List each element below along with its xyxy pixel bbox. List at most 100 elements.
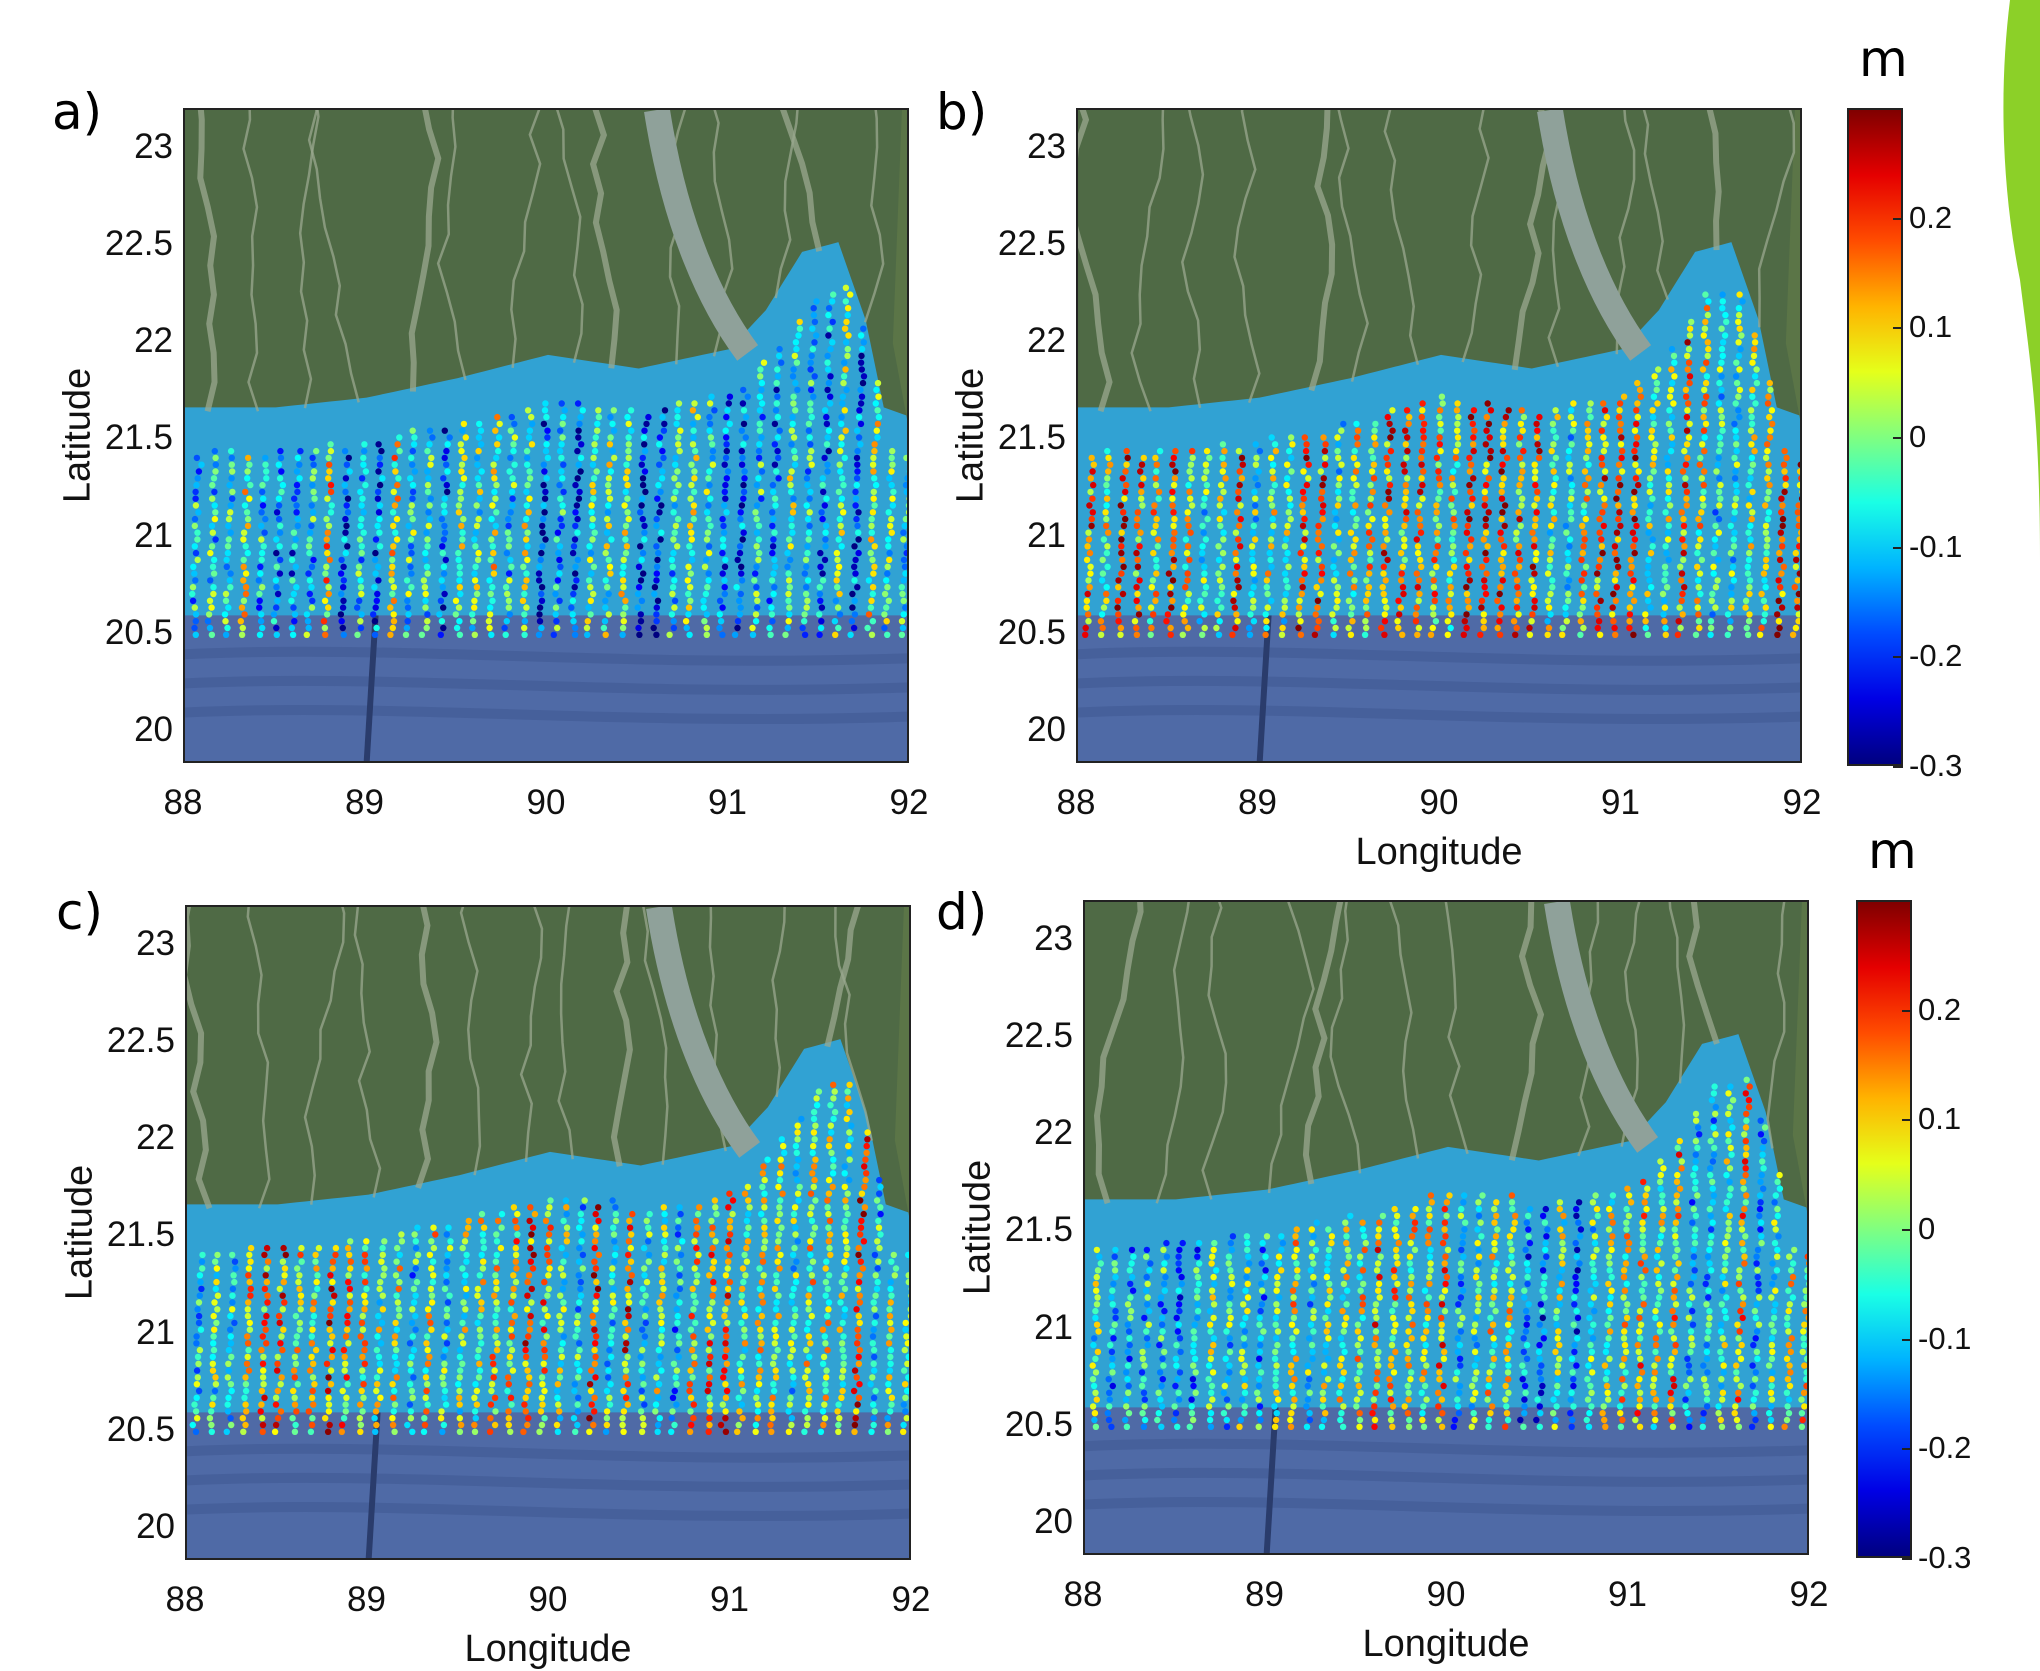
altimetry-point xyxy=(760,359,768,366)
altimetry-point xyxy=(1204,515,1211,523)
altimetry-point xyxy=(789,1367,796,1374)
altimetry-point xyxy=(761,1224,768,1231)
altimetry-point xyxy=(1207,1423,1215,1430)
altimetry-point xyxy=(624,1401,631,1408)
altimetry-point xyxy=(1762,556,1770,564)
altimetry-point xyxy=(1147,631,1154,638)
altimetry-point xyxy=(513,1224,520,1231)
altimetry-point xyxy=(274,1387,281,1395)
altimetry-point xyxy=(774,413,782,421)
altimetry-point xyxy=(612,1204,619,1211)
altimetry-point xyxy=(826,1244,833,1252)
altimetry-point xyxy=(673,1381,680,1388)
altimetry-point xyxy=(785,570,792,577)
altimetry-point xyxy=(491,475,498,482)
altimetry-point xyxy=(395,1306,403,1313)
altimetry-point xyxy=(825,1299,833,1306)
altimetry-point xyxy=(545,1238,553,1245)
altimetry-point xyxy=(1297,549,1304,557)
altimetry-point xyxy=(308,1333,315,1340)
altimetry-point xyxy=(1563,529,1570,536)
altimetry-point xyxy=(684,577,691,584)
altimetry-point xyxy=(390,488,397,496)
altimetry-point xyxy=(193,1340,200,1347)
altimetry-point xyxy=(1163,1253,1171,1260)
altimetry-point xyxy=(572,509,579,516)
altimetry-point xyxy=(1566,536,1574,543)
altimetry-point xyxy=(1314,624,1321,632)
altimetry-point xyxy=(375,577,382,584)
altimetry-point xyxy=(1099,570,1107,577)
altimetry-point xyxy=(404,1421,411,1429)
altimetry-point xyxy=(1351,447,1358,455)
altimetry-point xyxy=(1531,536,1538,543)
altimetry-point xyxy=(1229,1233,1237,1240)
altimetry-point xyxy=(457,441,464,448)
altimetry-point xyxy=(1577,631,1584,638)
altimetry-point xyxy=(1736,386,1744,394)
altimetry-point xyxy=(189,584,197,591)
altimetry-point xyxy=(327,509,335,516)
altimetry-point xyxy=(323,536,330,543)
altimetry-point xyxy=(756,427,764,434)
altimetry-point xyxy=(586,1428,593,1435)
altimetry-point xyxy=(867,604,875,611)
altimetry-point xyxy=(424,468,431,475)
altimetry-point xyxy=(628,1272,635,1279)
seafloor-ridge xyxy=(187,1472,909,1492)
altimetry-point xyxy=(1499,577,1506,584)
altimetry-point xyxy=(844,352,851,360)
altimetry-point xyxy=(1565,447,1573,455)
y-tick-label: 21.5 xyxy=(104,418,173,458)
river xyxy=(557,907,574,1160)
altimetry-point xyxy=(591,1394,598,1401)
altimetry-point xyxy=(1194,1246,1201,1254)
altimetry-point xyxy=(822,1340,829,1347)
altimetry-point xyxy=(604,515,611,523)
altimetry-point xyxy=(1233,611,1240,618)
altimetry-point xyxy=(722,1306,729,1313)
altimetry-point xyxy=(591,529,598,536)
altimetry-point xyxy=(1256,1403,1264,1410)
altimetry-point xyxy=(829,298,836,305)
altimetry-point xyxy=(327,1272,334,1279)
altimetry-point xyxy=(374,495,382,502)
altimetry-point xyxy=(606,1401,614,1408)
altimetry-point xyxy=(1349,618,1356,625)
altimetry-point xyxy=(1779,543,1786,550)
altimetry-point xyxy=(1580,543,1587,550)
altimetry-point xyxy=(1367,502,1374,509)
altimetry-point xyxy=(1223,1396,1231,1403)
altimetry-point xyxy=(290,1387,297,1395)
altimetry-point xyxy=(1364,590,1372,598)
altimetry-point xyxy=(1158,1403,1166,1410)
altimetry-point xyxy=(1386,509,1393,516)
altimetry-point xyxy=(538,597,546,604)
altimetry-point xyxy=(579,1231,586,1238)
river xyxy=(242,110,260,412)
altimetry-point xyxy=(325,454,332,462)
altimetry-point xyxy=(308,1394,316,1401)
altimetry-point xyxy=(858,393,866,400)
y-tick-label: 20.5 xyxy=(997,612,1066,652)
altimetry-point xyxy=(586,556,594,564)
altimetry-point xyxy=(1728,597,1735,604)
altimetry-point xyxy=(887,522,894,530)
altimetry-point xyxy=(669,1408,676,1415)
altimetry-point xyxy=(869,590,876,598)
altimetry-point xyxy=(635,563,643,570)
altimetry-point xyxy=(461,1312,468,1320)
altimetry-point xyxy=(838,495,846,502)
altimetry-point xyxy=(1436,407,1444,414)
altimetry-point xyxy=(1717,407,1724,414)
altimetry-point xyxy=(851,1367,859,1374)
altimetry-point xyxy=(885,1340,893,1347)
altimetry-point xyxy=(1210,1341,1217,1349)
altimetry-point xyxy=(1132,570,1140,577)
altimetry-point xyxy=(639,1346,646,1354)
altimetry-point xyxy=(1719,291,1726,298)
altimetry-point xyxy=(1102,509,1109,516)
altimetry-point xyxy=(823,1374,830,1381)
altimetry-point xyxy=(1123,461,1130,468)
altimetry-point xyxy=(786,1401,793,1408)
